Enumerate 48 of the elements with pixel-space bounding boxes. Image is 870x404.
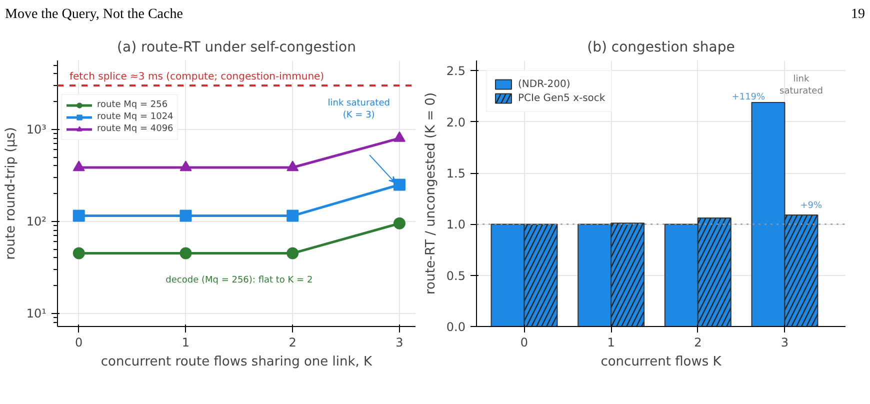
point [180,247,192,260]
legend-label: (NDR-200) [518,78,570,91]
x-tick-label: 3 [780,336,789,350]
point [393,131,406,142]
point [180,210,192,222]
x-tick-label: 2 [288,336,296,350]
text: Move the Query, Not the Cache [5,6,183,24]
x-tick-label: 0 [520,336,528,350]
text: 19 [851,6,865,24]
point [393,217,406,230]
ref-line-label: fetch splice ≈3 ms (compute; congestion-immune) [70,71,324,82]
y-tick-label: 2.5 [446,64,466,78]
point [286,247,299,260]
legend-label: PCIe Gen5 x-sock [518,92,606,105]
point [180,160,192,172]
legend-label: route Mq = 4096 [97,123,174,135]
chart-title: (b) congestion shape [587,40,735,56]
annotation: +119% [732,92,766,102]
point [286,210,299,222]
x-tick-label: 2 [694,336,702,350]
y-axis-title: route-RT / uncongested (K = 0) [423,92,438,295]
x-tick-label: 0 [75,336,83,350]
point [72,160,85,172]
x-tick-label: 1 [182,336,190,350]
x-tick-label: 3 [396,336,404,350]
point [72,247,85,260]
y-tick-label: 1.0 [446,218,466,232]
y-tick-label: 10² [26,214,47,228]
y-axis-title: route round-trip (μs) [3,127,18,260]
annotation: link saturated (K = 3) [328,98,390,120]
legend-label: route Mq = 256 [97,99,168,111]
x-axis-title: concurrent flows K [600,354,722,370]
annotation: +9% [800,200,822,211]
annotation: link saturated [780,74,823,96]
x-tick-label: 1 [607,336,615,350]
legend-label: route Mq = 1024 [97,111,174,123]
y-tick-label: 10³ [26,122,47,136]
annotation: decode (Mq = 256): flat to K = 2 [166,276,313,286]
y-tick-label: 0.0 [446,320,466,334]
y-tick-label: 2.0 [446,115,466,130]
x-axis-title: concurrent route flows sharing one link, K [100,354,373,370]
point [72,210,85,222]
y-tick-label: 10¹ [26,306,47,320]
y-tick-label: 0.5 [446,268,466,283]
point [286,160,299,172]
chart-title: (a) route-RT under self-congestion [117,40,356,56]
point [393,178,406,191]
y-tick-label: 1.5 [446,166,466,181]
